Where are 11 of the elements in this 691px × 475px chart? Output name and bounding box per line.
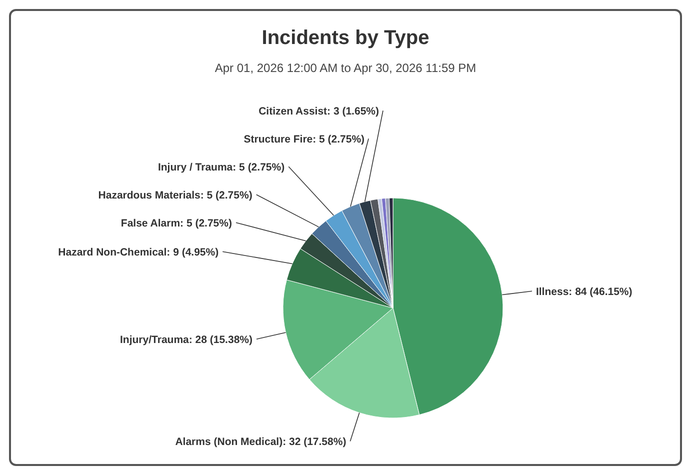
- slice-label: False Alarm: 5 (2.75%): [120, 217, 232, 230]
- slice-label: Illness: 84 (46.15%): [536, 286, 632, 298]
- slice-label: Hazardous Materials: 5 (2.75%): [98, 189, 252, 202]
- slice-label: Injury/Trauma: 28 (15.38%): [120, 334, 253, 346]
- chart-subtitle: Apr 01, 2026 12:00 AM to Apr 30, 2026 11:59 PM: [214, 61, 476, 75]
- chart-title: Incidents by Type: [262, 27, 430, 49]
- slice-label: Hazard Non-Chemical: 9 (4.95%): [58, 246, 219, 258]
- slice-label: Injury / Trauma: 5 (2.75%): [158, 161, 285, 174]
- slice-label: Structure Fire: 5 (2.75%): [244, 133, 365, 146]
- slice-label: Citizen Assist: 3 (1.65%): [258, 105, 379, 118]
- slice-label: Alarms (Non Medical): 32 (17.58%): [175, 436, 346, 448]
